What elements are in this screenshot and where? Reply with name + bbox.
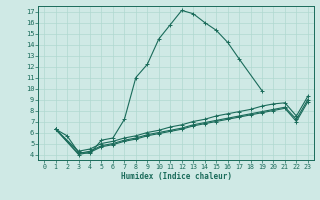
X-axis label: Humidex (Indice chaleur): Humidex (Indice chaleur): [121, 172, 231, 181]
